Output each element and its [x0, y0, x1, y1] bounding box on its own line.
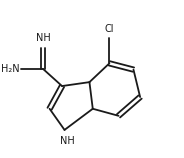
Text: NH: NH	[36, 33, 50, 43]
Text: Cl: Cl	[105, 24, 114, 34]
Text: NH: NH	[61, 136, 75, 146]
Text: H₂N: H₂N	[1, 64, 20, 74]
